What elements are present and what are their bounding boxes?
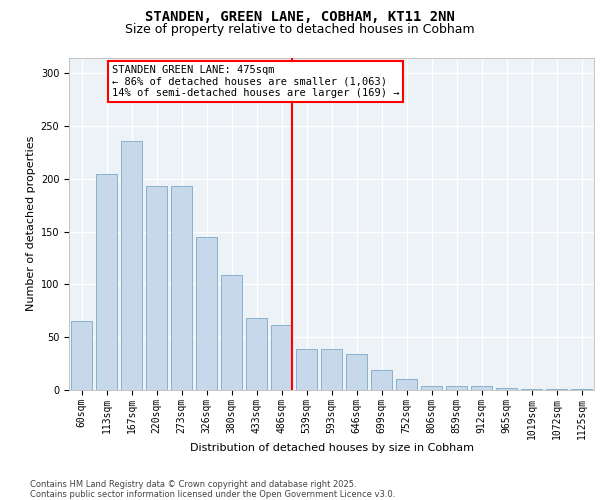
Text: STANDEN, GREEN LANE, COBHAM, KT11 2NN: STANDEN, GREEN LANE, COBHAM, KT11 2NN [145,10,455,24]
Y-axis label: Number of detached properties: Number of detached properties [26,136,37,312]
Bar [121,141,142,390]
Bar [396,380,417,390]
Bar [171,186,192,390]
Bar [71,322,92,390]
Bar [471,386,492,390]
Bar [146,186,167,390]
Bar [96,174,117,390]
Bar [571,389,592,390]
Bar [371,370,392,390]
Bar [246,318,267,390]
Bar [546,389,567,390]
X-axis label: Distribution of detached houses by size in Cobham: Distribution of detached houses by size … [190,443,473,453]
Bar [221,275,242,390]
Bar [346,354,367,390]
Bar [321,349,342,390]
Bar [421,386,442,390]
Text: Size of property relative to detached houses in Cobham: Size of property relative to detached ho… [125,22,475,36]
Bar [271,324,292,390]
Bar [446,386,467,390]
Bar [296,349,317,390]
Bar [521,389,542,390]
Text: STANDEN GREEN LANE: 475sqm
← 86% of detached houses are smaller (1,063)
14% of s: STANDEN GREEN LANE: 475sqm ← 86% of deta… [112,65,399,98]
Text: Contains HM Land Registry data © Crown copyright and database right 2025.
Contai: Contains HM Land Registry data © Crown c… [30,480,395,499]
Bar [196,237,217,390]
Bar [496,388,517,390]
